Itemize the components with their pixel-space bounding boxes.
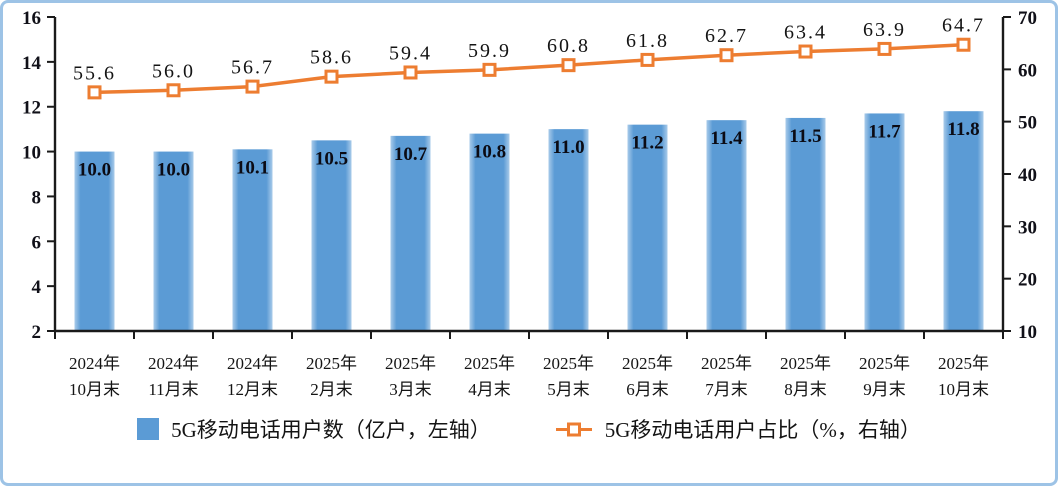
x-axis-label-line1: 2024年	[148, 354, 199, 373]
right-axis-tick-label: 40	[1018, 165, 1037, 186]
x-axis-label-line1: 2025年	[780, 354, 831, 373]
line-value-label: 63.4	[784, 22, 827, 44]
bar	[548, 129, 589, 331]
line-point-marker	[798, 44, 813, 59]
line-value-label: 56.7	[231, 57, 274, 79]
x-axis-label-line2: 6月末	[626, 380, 669, 399]
x-axis-label-line2: 10月末	[69, 380, 120, 399]
line-point-marker	[719, 48, 734, 63]
bar-value-label: 10.0	[78, 160, 111, 181]
x-axis-label-line2: 5月末	[547, 380, 590, 399]
line-value-label: 59.9	[468, 40, 511, 62]
x-axis-label-line2: 11月末	[148, 380, 198, 399]
line-value-label: 56.0	[152, 60, 195, 82]
x-axis-label-line2: 4月末	[468, 380, 511, 399]
x-axis-label-line2: 7月末	[705, 380, 748, 399]
bar-value-label: 10.7	[394, 144, 428, 165]
left-axis-tick-label: 12	[22, 98, 41, 119]
line-value-label: 64.7	[942, 15, 985, 37]
bar-value-label: 10.5	[315, 148, 348, 169]
line-point-marker	[482, 62, 497, 77]
x-axis-label-line1: 2025年	[464, 354, 515, 373]
x-axis-label-line1: 2025年	[701, 354, 752, 373]
right-axis-tick-label: 10	[1018, 322, 1037, 343]
left-axis-tick-label: 8	[32, 187, 42, 208]
x-axis-label-line1: 2024年	[227, 354, 278, 373]
x-axis-label-line2: 8月末	[784, 380, 827, 399]
x-axis-label-line1: 2025年	[622, 354, 673, 373]
bar-value-label: 11.4	[710, 128, 743, 149]
x-axis-label-line2: 12月末	[227, 380, 278, 399]
line-point-marker	[877, 41, 892, 56]
bar	[943, 111, 984, 331]
combo-chart: 10.0 10.0 10.1 10.5 10.7 10.8 11.0 11.2 11.4 11.5…	[22, 8, 1037, 399]
x-axis-label-line1: 2025年	[543, 354, 594, 373]
right-axis-tick-label: 50	[1018, 113, 1037, 134]
bar	[864, 113, 905, 331]
right-axis-tick-label: 60	[1018, 60, 1037, 81]
bar-value-label: 11.0	[552, 137, 584, 158]
bar	[153, 151, 194, 331]
x-axis-label-line1: 2025年	[385, 354, 436, 373]
bar-value-label: 11.8	[947, 119, 979, 140]
bar-value-label: 11.7	[868, 121, 901, 142]
line-value-label: 55.6	[73, 62, 116, 84]
line-point-marker	[403, 65, 418, 80]
line-point-marker	[87, 85, 102, 100]
bar-value-label: 10.8	[473, 142, 506, 163]
line-point-marker	[245, 79, 260, 94]
bar-value-label: 11.5	[789, 126, 821, 147]
line-point-marker	[956, 37, 971, 52]
bar	[390, 135, 431, 331]
line-series-path	[94, 42, 964, 95]
bar	[627, 124, 668, 332]
bar	[785, 117, 826, 331]
x-axis-label-line1: 2025年	[859, 354, 910, 373]
line-value-label: 58.6	[310, 47, 353, 69]
right-axis-tick-label: 30	[1018, 217, 1037, 238]
bar	[232, 149, 273, 331]
left-axis-tick-label: 2	[32, 322, 42, 343]
legend-line-label: 5G移动电话用户占比（%，右轴）	[604, 418, 921, 442]
x-axis-label-line1: 2025年	[306, 354, 357, 373]
left-axis-tick-label: 4	[32, 277, 42, 298]
line-value-label: 62.7	[705, 25, 748, 47]
x-axis-label-line2: 3月末	[389, 380, 432, 399]
line-point-marker	[640, 52, 655, 67]
legend-bar-label: 5G移动电话用户数（亿户，左轴）	[171, 418, 491, 442]
line-value-label: 63.9	[863, 19, 906, 41]
left-axis-tick-label: 6	[32, 232, 42, 253]
line-series-swatch-icon	[555, 422, 592, 436]
line-value-label: 60.8	[547, 35, 590, 57]
bar-value-label: 10.0	[157, 160, 190, 181]
x-axis-label-line1: 2024年	[69, 354, 120, 373]
bar-series-swatch-icon	[137, 418, 160, 440]
bar	[469, 133, 510, 331]
bar-value-label: 10.1	[236, 157, 269, 178]
line-point-marker	[324, 69, 339, 84]
line-point-marker	[166, 83, 181, 98]
x-axis-label-line2: 2月末	[310, 380, 353, 399]
bar	[311, 140, 352, 331]
x-axis-label-line2: 9月末	[863, 380, 906, 399]
bar	[706, 120, 747, 332]
line-value-label: 61.8	[626, 30, 669, 52]
left-axis-tick-label: 10	[22, 143, 41, 164]
line-value-label: 59.4	[389, 42, 432, 64]
bar	[74, 151, 115, 331]
right-axis-tick-label: 70	[1018, 8, 1037, 29]
bar-value-label: 11.2	[631, 133, 663, 154]
left-axis-tick-label: 14	[22, 53, 42, 74]
x-axis-label-line2: 10月末	[938, 380, 989, 399]
right-axis-tick-label: 20	[1018, 270, 1037, 291]
legend-item-line-series: 5G移动电话用户占比（%，右轴）	[555, 414, 921, 444]
line-point-marker	[561, 58, 576, 73]
legend-item-bar-series: 5G移动电话用户数（亿户，左轴）	[137, 414, 491, 444]
chart-legend: 5G移动电话用户数（亿户，左轴） 5G移动电话用户占比（%，右轴）	[3, 407, 1055, 451]
left-axis-tick-label: 16	[22, 8, 41, 29]
x-axis-label-line1: 2025年	[938, 354, 989, 373]
